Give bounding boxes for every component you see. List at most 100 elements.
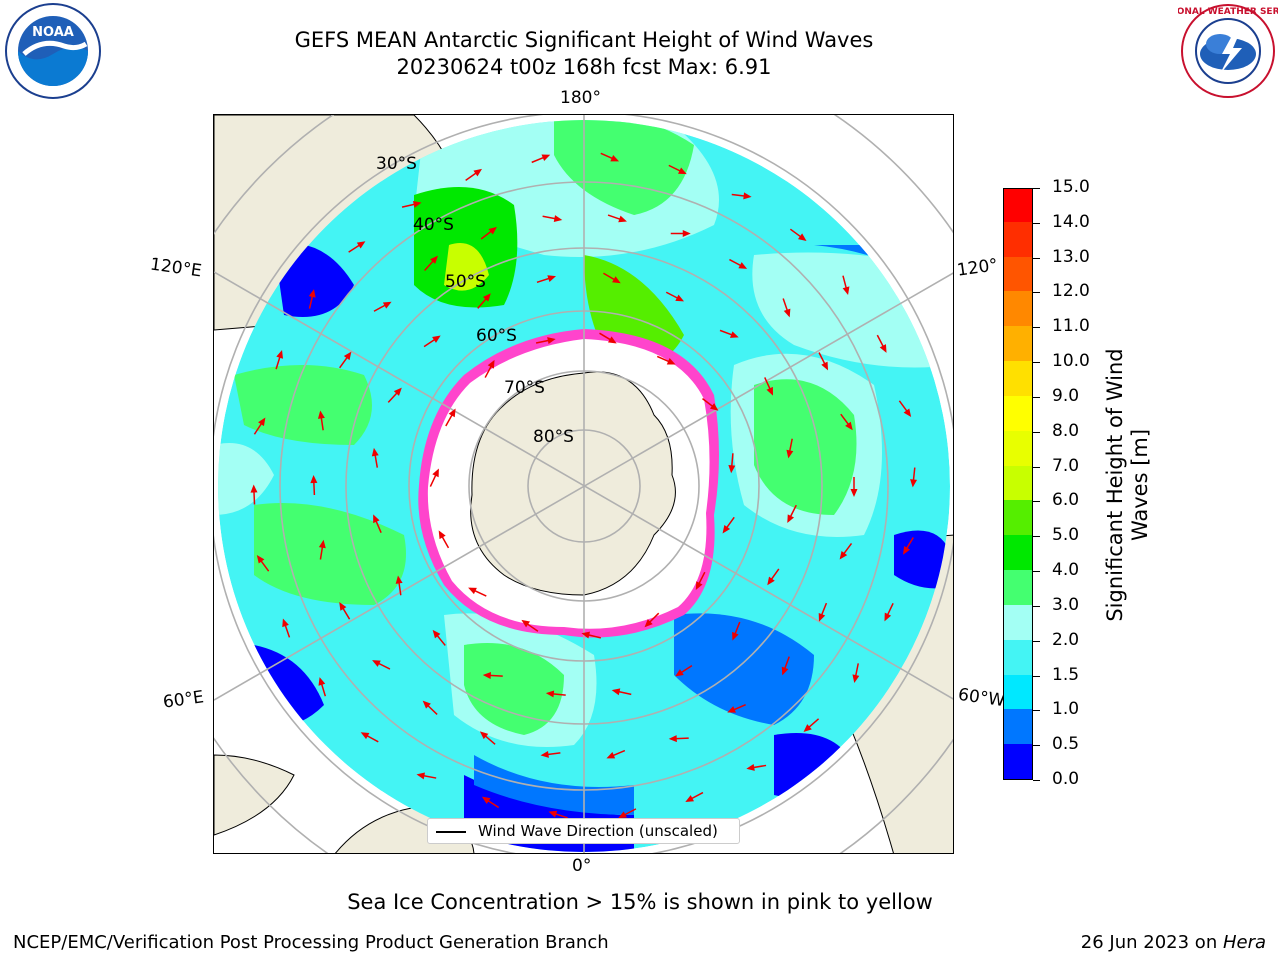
colorbar-tick-label: 5.0 [1052,525,1080,546]
map-legend: Wind Wave Direction (unscaled) [427,818,740,844]
wave-arrow [253,417,266,435]
wave-arrow [670,230,691,238]
wave-arrow [387,387,402,403]
wave-arrow [732,621,741,641]
wave-arrow [898,400,912,417]
wave-arrow [685,791,704,802]
colorbar-tick [1033,188,1040,189]
wave-arrow [603,272,621,284]
credit-right: 26 Jun 2023 on Hera [1081,932,1266,953]
colorbar-tick [1033,745,1040,747]
lon-label-60e: 60°E [161,687,206,713]
wave-arrow [876,334,887,353]
wave-arrow [310,475,318,496]
colorbar-tick [1033,640,1040,642]
colorbar-segment [1004,256,1032,292]
wave-arrow [695,571,706,591]
wave-arrow [727,703,746,713]
wave-arrow [782,298,791,318]
wave-arrow [401,201,422,208]
wave-arrow [781,656,790,676]
wave-arrow [719,329,739,338]
colorbar-tick-label: 4.0 [1052,560,1080,581]
wave-arrow [468,587,487,597]
wave-arrow [656,355,676,365]
wave-arrow [764,377,773,396]
colorbar-tick [1033,501,1040,503]
wave-arrow [607,214,627,223]
wave-arrow [606,749,626,759]
colorbar-tick-label: 7.0 [1052,455,1080,476]
wave-arrow [611,688,632,696]
wave-arrow [803,718,820,732]
colorbar-segment [1004,290,1032,327]
wave-arrow [477,293,491,309]
lon-label-60w: 60°W [956,684,1007,712]
wave-arrow [360,732,379,743]
colorbar-tick [1033,710,1040,712]
nws-ring-text: NATIONAL WEATHER SERVICE [1178,7,1278,17]
colorbar-tick [1033,327,1040,329]
colorbar-tick-label: 3.0 [1052,594,1080,615]
colorbar-tick [1033,362,1040,364]
colorbar-tick [1033,605,1040,607]
wave-arrow [348,241,366,253]
colorbar-segment [1004,189,1032,222]
wave-arrow [250,484,258,505]
colorbar-segment [1004,430,1032,466]
colorbar-title-line1: Significant Height of Wind [1103,348,1127,622]
wave-arrow [423,335,441,348]
wave-arrow [600,152,620,162]
legend-line-icon [436,831,466,833]
colorbar-segment [1004,708,1032,745]
noaa-logo: NOAA [5,3,101,99]
wave-arrow [668,735,689,743]
colorbar-segment [1004,569,1032,605]
wave-arrow [445,408,456,427]
colorbar-segment [1004,221,1032,257]
colorbar-tick [1033,675,1040,677]
wave-arrow [535,337,556,345]
wave-arrow [438,530,450,549]
colorbar-segment [1004,534,1032,571]
lat-label-50s: 50°S [445,272,486,292]
colorbar-segment [1004,395,1032,431]
wave-arrow [850,477,858,497]
chart-subtitle: 20230624 t00z 168h fcst Max: 6.91 [396,55,772,79]
wave-arrow [728,453,736,474]
wave-arrow [395,575,403,596]
wave-arrow [371,447,379,468]
credit-date: 26 Jun 2023 on [1080,932,1223,953]
wave-arrow [548,810,568,819]
colorbar-tick [1033,292,1040,294]
wave-arrow [545,690,566,698]
wave-arrow [481,796,500,809]
wave-arrow [665,291,685,302]
colorbar-tick-label: 6.0 [1052,490,1080,511]
wave-arrow [599,332,617,344]
wave-arrow [842,275,850,296]
wave-arrow [308,289,316,309]
wave-arrow [484,359,495,378]
wave-arrow [275,350,284,370]
colorbar-tick-label: 11.0 [1052,316,1090,337]
wave-arrow [902,537,914,555]
wave-arrow [818,602,828,622]
wave-arrow [910,467,918,488]
wave-arrow [479,731,496,745]
colorbar-segment [1004,604,1032,640]
wave-arrow [372,660,391,670]
wave-arrow [531,154,551,164]
wave-arrow [581,631,602,639]
wave-arrow [787,504,797,524]
colorbar-tick-label: 1.0 [1052,699,1080,720]
colorbar-tick [1033,431,1040,433]
colorbar-title: Significant Height of Wind Waves [m] [1103,348,1153,621]
colorbar-segment [1004,465,1032,501]
colorbar-tick-label: 0.5 [1052,734,1080,755]
colorbar-tick [1033,536,1040,538]
colorbar-tick-label: 14.0 [1052,211,1090,232]
colorbar-tick [1033,571,1040,573]
wave-arrow [540,750,561,758]
colorbar-segment [1004,360,1032,396]
